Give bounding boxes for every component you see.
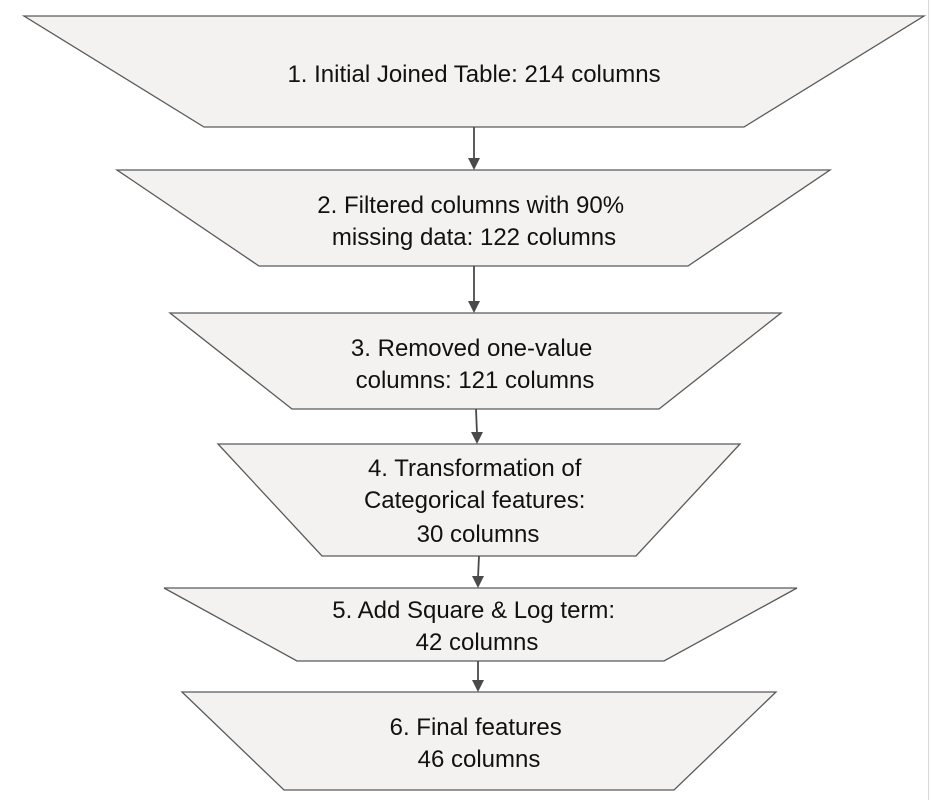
stage-5-text: 5. Add Square & Log term: 42 columns [332,597,622,656]
stage-2-text: 2. Filtered columns with 90% missing dat… [317,192,630,251]
stage-5-shape [163,587,798,662]
stage-5: 5. Add Square & Log term: 42 columns [163,587,798,662]
stage-3-line-1: 3. Removed one-value [351,335,592,362]
connector-2-3 [468,266,480,313]
stage-4: 4. Transformation of Categorical feature… [216,443,742,557]
stage-2: 2. Filtered columns with 90% missing dat… [114,169,833,267]
stage-2-line-2: missing data: 122 columns [332,224,616,251]
stage-4-line-3: 30 columns [417,521,540,548]
arrowhead-icon [471,432,483,444]
stage-5-line-2: 42 columns [416,629,539,656]
stage-1-text: 1. Initial Joined Table: 214 columns [287,61,660,88]
stage-4-text: 4. Transformation of Categorical feature… [364,455,592,548]
stage-6-line-1: 6. Final features [390,714,562,741]
arrowhead-icon [472,680,484,692]
stage-4-line-2: Categorical features: [364,487,585,514]
stage-5-line-1: 5. Add Square & Log term: [332,597,615,624]
stage-6-text: 6. Final features 46 columns [390,714,569,773]
stage-1-line-1: 1. Initial Joined Table: 214 columns [287,61,660,88]
stage-2-shape [114,169,833,267]
stage-2-line-1: 2. Filtered columns with 90% [317,192,624,219]
stage-1: 1. Initial Joined Table: 214 columns [21,15,927,128]
stage-6-line-2: 46 columns [418,746,541,773]
stage-3-line-2: columns: 121 columns [356,367,595,394]
stage-6-shape [180,691,778,791]
stage-3: 3. Removed one-value columns: 121 column… [168,312,783,410]
connector-3-4 [471,408,483,444]
arrowhead-icon [472,576,484,588]
connector-1-2 [468,127,480,170]
stage-4-shape [216,443,742,557]
arrowhead-icon [468,158,480,170]
connector-4-5 [472,555,484,588]
stage-4-line-1: 4. Transformation of [368,455,582,482]
stage-6: 6. Final features 46 columns [180,691,778,791]
stage-3-text: 3. Removed one-value columns: 121 column… [351,335,599,394]
page-edge-divider [928,0,929,800]
arrowhead-icon [468,301,480,313]
stage-3-shape [168,312,783,410]
connector-5-6 [472,661,484,692]
stage-1-shape [21,15,927,128]
